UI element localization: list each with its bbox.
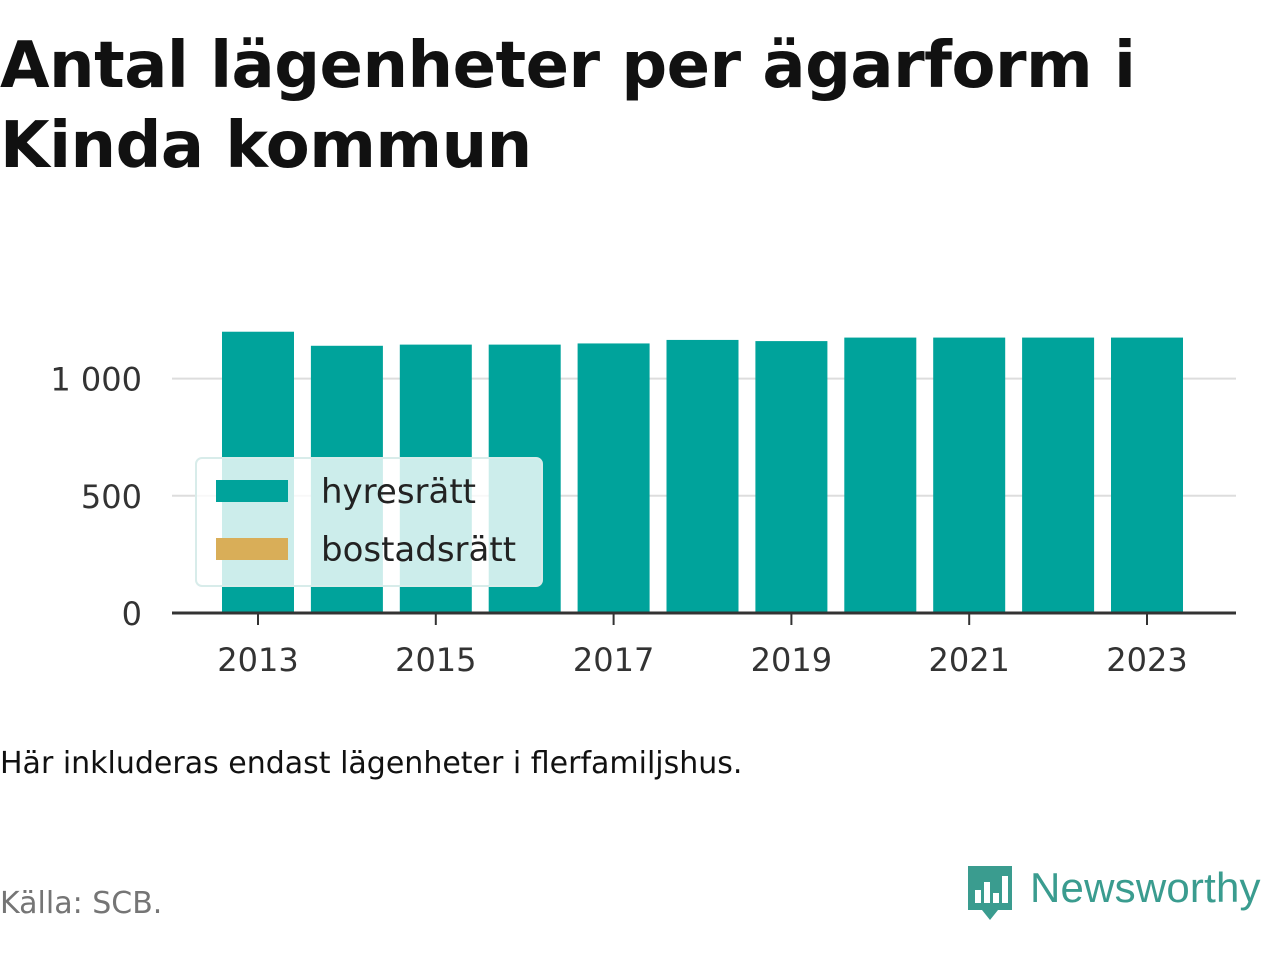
- chart-note: Här inkluderas endast lägenheter i flerf…: [0, 746, 743, 781]
- legend-swatch-hyresrätt: [216, 480, 288, 502]
- bar-hyresrätt-2019: [755, 341, 828, 613]
- legend-swatch-bostadsrätt: [216, 538, 288, 560]
- bar-hyresrätt-2022: [1022, 337, 1095, 613]
- x-tick-label: 2017: [573, 641, 654, 679]
- legend-label-hyresrätt: hyresrätt: [321, 472, 476, 512]
- y-tick-label: 0: [122, 595, 142, 633]
- chart-title: Antal lägenheter per ägarform i Kinda ko…: [0, 29, 1136, 183]
- y-tick-label: 500: [81, 478, 142, 516]
- bar-hyresrätt-2021: [933, 337, 1006, 613]
- x-tick-label: 2021: [928, 641, 1009, 679]
- brand-name: Newsworthy: [1030, 864, 1261, 911]
- x-tick-label: 2015: [395, 641, 476, 679]
- source-text: Källa: SCB.: [0, 886, 163, 921]
- bar-chart: 0 500 1 000 2013 2015 2017 2019 2021 2023 hyres…: [50, 331, 1236, 679]
- newsworthy-logo-icon: [968, 866, 1012, 920]
- legend: hyresrätt bostadsrätt: [195, 457, 543, 587]
- x-tick-label: 2013: [217, 641, 298, 679]
- bar-hyresrätt-2020: [844, 337, 917, 613]
- y-axis: 0 500 1 000: [50, 361, 142, 633]
- legend-label-bostadsrätt: bostadsrätt: [321, 530, 516, 570]
- x-axis: 2013 2015 2017 2019 2021 2023: [217, 613, 1188, 679]
- bar-hyresrätt-2018: [666, 339, 739, 613]
- newsworthy-brand: Newsworthy: [964, 862, 1276, 926]
- x-tick-label: 2019: [751, 641, 832, 679]
- bar-hyresrätt-2017: [577, 343, 650, 613]
- y-tick-label: 1 000: [50, 361, 142, 399]
- x-tick-label: 2023: [1106, 641, 1187, 679]
- bar-hyresrätt-2023: [1111, 337, 1183, 613]
